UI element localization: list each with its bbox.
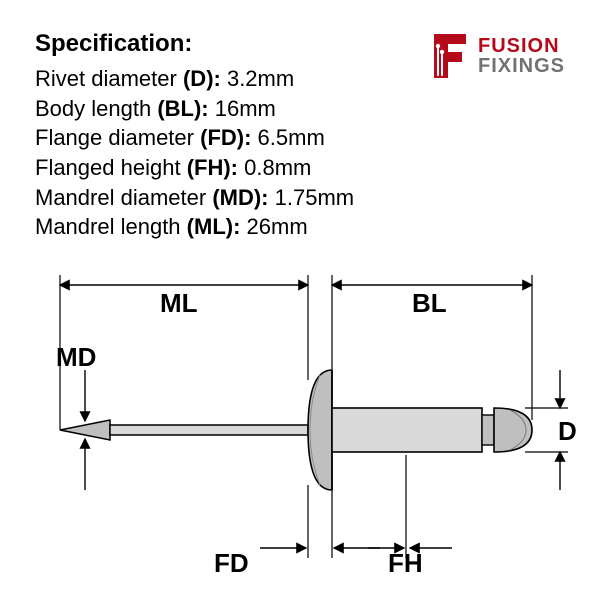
spec-label: Mandrel diameter xyxy=(35,185,206,210)
dim-label-md: MD xyxy=(56,342,96,373)
spec-value: 3.2mm xyxy=(227,66,294,91)
spec-abbr: (ML): xyxy=(187,214,247,239)
dim-label-ml: ML xyxy=(160,288,198,319)
spec-abbr: (D): xyxy=(183,66,227,91)
spec-label: Body length xyxy=(35,96,151,121)
spec-abbr: (BL): xyxy=(157,96,214,121)
logo-line1: FUSION xyxy=(478,36,565,56)
dim-label-d: D xyxy=(558,416,577,447)
spec-row: Flanged height (FH): 0.8mm xyxy=(35,153,354,183)
spec-value: 26mm xyxy=(247,214,308,239)
spec-row: Rivet diameter (D): 3.2mm xyxy=(35,64,354,94)
logo-f-icon xyxy=(428,32,470,80)
spec-value: 16mm xyxy=(215,96,276,121)
dim-label-fh: FH xyxy=(388,548,423,579)
brand-logo: FUSION FIXINGS xyxy=(428,32,565,80)
spec-row: Mandrel length (ML): 26mm xyxy=(35,212,354,242)
spec-label: Rivet diameter xyxy=(35,66,177,91)
logo-text: FUSION FIXINGS xyxy=(478,36,565,76)
spec-abbr: (MD): xyxy=(212,185,274,210)
spec-row: Body length (BL): 16mm xyxy=(35,94,354,124)
specification-block: Specification: Rivet diameter (D): 3.2mm… xyxy=(35,30,354,242)
spec-value: 6.5mm xyxy=(258,125,325,150)
spec-value: 0.8mm xyxy=(244,155,311,180)
spec-value: 1.75mm xyxy=(275,185,354,210)
spec-abbr: (FH): xyxy=(187,155,244,180)
spec-label: Flange diameter xyxy=(35,125,194,150)
dim-label-fd: FD xyxy=(214,548,249,579)
spec-label: Mandrel length xyxy=(35,214,181,239)
spec-row: Flange diameter (FD): 6.5mm xyxy=(35,123,354,153)
spec-row: Mandrel diameter (MD): 1.75mm xyxy=(35,183,354,213)
spec-title: Specification: xyxy=(35,30,354,58)
dim-label-bl: BL xyxy=(412,288,447,319)
spec-label: Flanged height xyxy=(35,155,181,180)
logo-line2: FIXINGS xyxy=(478,56,565,76)
rivet-diagram: ML BL MD D FD FH xyxy=(20,260,580,580)
spec-abbr: (FD): xyxy=(200,125,257,150)
